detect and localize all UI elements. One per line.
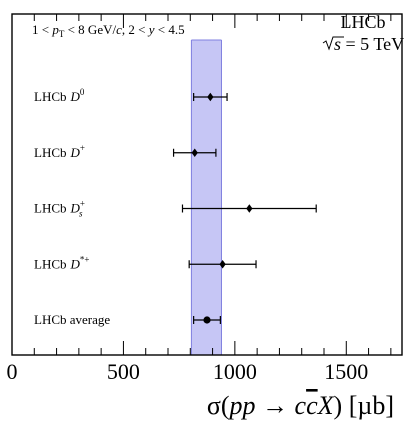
sqrt-sign (322, 36, 344, 51)
xlabel-open: ( (221, 391, 230, 420)
xlabel-cbar: c (306, 391, 318, 420)
point-label-prefix: LHCb (34, 145, 67, 160)
xlabel-close: ) (334, 391, 343, 420)
sel-sep: , (122, 22, 125, 37)
x-axis-ticks: 0 500 1000 1500 (7, 14, 392, 384)
xlabel-sigma: σ (207, 391, 221, 420)
point-label-prefix: LHCb (34, 256, 67, 271)
point-label-prefix: LHCb (34, 201, 67, 216)
experiment-name: LHCb (341, 12, 386, 32)
plot-frame (11, 13, 403, 356)
energy-label: s = 5 TeV (322, 34, 404, 54)
point-label-prefix: LHCb (34, 89, 67, 104)
point-label-sub: s (79, 209, 83, 219)
point-label: LHCb average (34, 312, 110, 327)
point-marker (207, 92, 214, 102)
xlabel-c: c (295, 391, 307, 420)
xlabel-pp: pp (228, 391, 256, 420)
x-tick-label: 1000 (213, 359, 257, 384)
point-label-particle: D (70, 201, 81, 216)
data-point: LHCb average (34, 312, 221, 327)
average-band (191, 40, 222, 355)
pt-c: c (116, 22, 122, 37)
data-point: LHCb D+ s (34, 199, 317, 219)
data-point: LHCb D0 (34, 87, 228, 104)
xlabel-X: X (317, 391, 335, 420)
data-point: LHCb D+ (34, 143, 217, 160)
point-label-particle: D (70, 256, 81, 271)
pt-upper: < 8 GeV/ (68, 22, 117, 37)
point-label-particle: D (70, 145, 81, 160)
x-tick-label: 0 (7, 359, 18, 384)
point-label: LHCb D+ s (34, 199, 85, 219)
pt-symbol: p (51, 22, 59, 37)
svg-text:s = 5 TeV: s = 5 TeV (334, 34, 404, 54)
xlabel-unit: [µb] (349, 391, 394, 420)
point-marker (191, 148, 198, 157)
pt-lower: 1 < (32, 22, 49, 37)
point-label-sup: + (80, 143, 85, 153)
point-label-prefix: LHCb average (34, 312, 110, 327)
xlabel-arrow: → (262, 391, 288, 420)
x-tick-label: 1500 (324, 359, 368, 384)
point-label: LHCb D0 (34, 87, 85, 104)
point-label-sup: *+ (80, 254, 90, 264)
pt-subscript: T (59, 29, 65, 39)
point-marker (246, 204, 253, 213)
point-label: LHCb D+ (34, 143, 85, 160)
point-label: LHCb D*+ (34, 254, 89, 271)
point-marker (203, 316, 211, 324)
point-label-sup: + (80, 199, 85, 209)
point-label-particle: D (70, 89, 81, 104)
x-tick-label: 500 (107, 359, 140, 384)
x-axis-label: σ(pp → ccX) [µb] (207, 391, 394, 420)
point-label-sup: 0 (80, 87, 85, 97)
data-point: LHCb D*+ (34, 254, 257, 271)
y-lower: 2 < (128, 22, 145, 37)
energy-value: = 5 TeV (346, 34, 405, 54)
y-symbol: y (147, 22, 155, 37)
selection-text: 1 < pT < 8 GeV/c, 2 < y < 4.5 (32, 22, 185, 40)
y-upper: < 4.5 (158, 22, 185, 37)
point-marker (219, 260, 226, 269)
energy-symbol: s (334, 34, 341, 54)
